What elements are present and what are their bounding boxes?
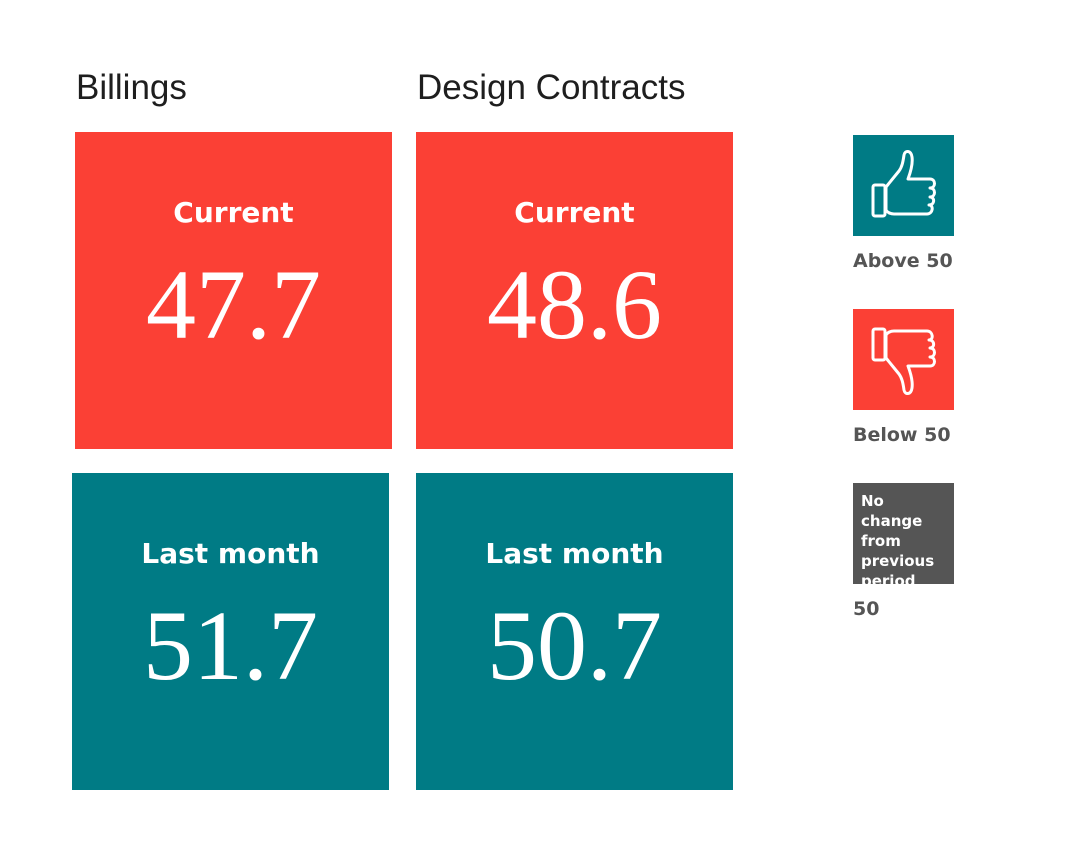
design-current-tile: Current 48.6 (416, 132, 733, 449)
tile-value: 51.7 (143, 590, 318, 701)
legend-nochange-box: No change from previous period (853, 483, 954, 590)
tile-label: Current (173, 196, 294, 229)
legend-above-box (853, 135, 954, 236)
thumbs-up-icon (871, 150, 936, 218)
thumbs-down-icon (871, 327, 936, 395)
design-contracts-title: Design Contracts (417, 68, 686, 107)
billings-title: Billings (76, 68, 187, 107)
tile-label: Last month (485, 537, 664, 570)
legend-above-label: Above 50 (853, 250, 953, 272)
tile-value: 50.7 (487, 590, 662, 701)
tile-label: Current (514, 196, 635, 229)
legend-nochange-label: 50 (853, 598, 880, 620)
tile-value: 47.7 (146, 249, 321, 360)
tile-label: Last month (141, 537, 320, 570)
legend-nochange-text: No change from previous period (861, 492, 935, 590)
billings-last-month-tile: Last month 51.7 (72, 473, 389, 790)
billings-current-tile: Current 47.7 (75, 132, 392, 449)
legend-below-label: Below 50 (853, 424, 951, 446)
tile-value: 48.6 (487, 249, 662, 360)
design-last-month-tile: Last month 50.7 (416, 473, 733, 790)
legend-below-box (853, 309, 954, 410)
